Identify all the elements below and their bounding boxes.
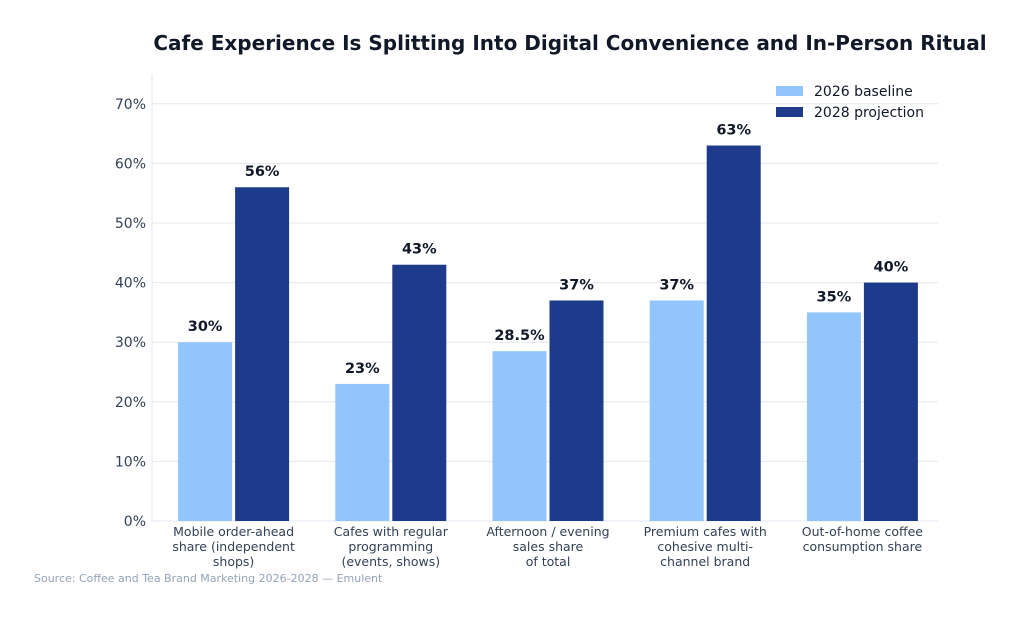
y-tick-label: 20% [115, 395, 146, 411]
x-axis-categories: Mobile order-ahead share (independent shop… [172, 524, 923, 569]
y-tick-label: 70% [115, 97, 146, 113]
chart-title: Cafe Experience Is Splitting Into Digita… [153, 31, 986, 55]
bar [392, 264, 447, 521]
bar [235, 187, 290, 522]
x-category-line: share (independent [172, 539, 295, 554]
y-tick-label: 10% [115, 454, 146, 470]
x-category-line: Cafes with regular [334, 524, 449, 539]
bars [178, 145, 918, 522]
x-category-line: Out-of-home coffee [802, 524, 924, 539]
x-category-label: Cafes with regular programming (events, sh… [334, 524, 449, 569]
x-category-line: programming [348, 539, 433, 554]
x-category-line: shops) [213, 554, 254, 569]
legend-swatch [776, 107, 803, 117]
bar [649, 300, 704, 521]
data-label: 56% [245, 164, 280, 180]
data-label: 23% [345, 361, 380, 377]
x-category-line: Premium cafes with [644, 524, 767, 539]
x-category-line: cohesive multi- [657, 539, 753, 554]
bar [178, 342, 233, 521]
x-category-line: Afternoon / evening [486, 524, 609, 539]
x-category-line: sales share [513, 539, 584, 554]
data-label: 37% [559, 277, 594, 293]
data-label: 37% [659, 277, 694, 293]
data-label: 30% [188, 319, 223, 335]
bar [863, 282, 918, 521]
source-note: Source: Coffee and Tea Brand Marketing 2… [34, 572, 383, 585]
x-category-label: Premium cafes with cohesive multi-channel… [644, 524, 767, 569]
data-label: 35% [817, 289, 852, 305]
legend-label: 2026 baseline [814, 84, 913, 100]
y-tick-label: 60% [115, 156, 146, 172]
data-label: 40% [874, 260, 909, 276]
x-category-line: consumption share [803, 539, 923, 554]
bar [492, 351, 547, 521]
y-tick-label: 30% [115, 335, 146, 351]
bar [706, 145, 761, 521]
legend: 2026 baseline 2028 projection [776, 84, 924, 121]
y-tick-label: 50% [115, 216, 146, 232]
legend-swatch [776, 86, 803, 96]
bar [335, 383, 390, 521]
data-labels: 30% 56% 23% 43% 28.5% 37% 37% 63% 35% 40% [188, 123, 909, 377]
x-category-line: (events, shows) [341, 554, 440, 569]
bar [806, 312, 861, 521]
legend-label: 2028 projection [814, 105, 924, 121]
y-tick-label: 40% [115, 276, 146, 292]
x-category-label: Afternoon / evening sales share of total [486, 524, 609, 569]
x-category-line: channel brand [660, 554, 750, 569]
bar [549, 300, 604, 521]
data-label: 28.5% [494, 328, 545, 344]
x-category-label: Out-of-home coffee consumption share [802, 524, 924, 554]
y-tick-label: 0% [124, 514, 146, 530]
data-label: 63% [716, 123, 751, 139]
y-axis-ticks: 0% 10% 20% 30% 40% 50% 60% 70% [115, 97, 146, 530]
x-category-line: Mobile order-ahead [173, 524, 294, 539]
data-label: 43% [402, 242, 437, 258]
x-category-label: Mobile order-ahead share (independent shop… [172, 524, 295, 569]
x-category-line: of total [526, 554, 571, 569]
